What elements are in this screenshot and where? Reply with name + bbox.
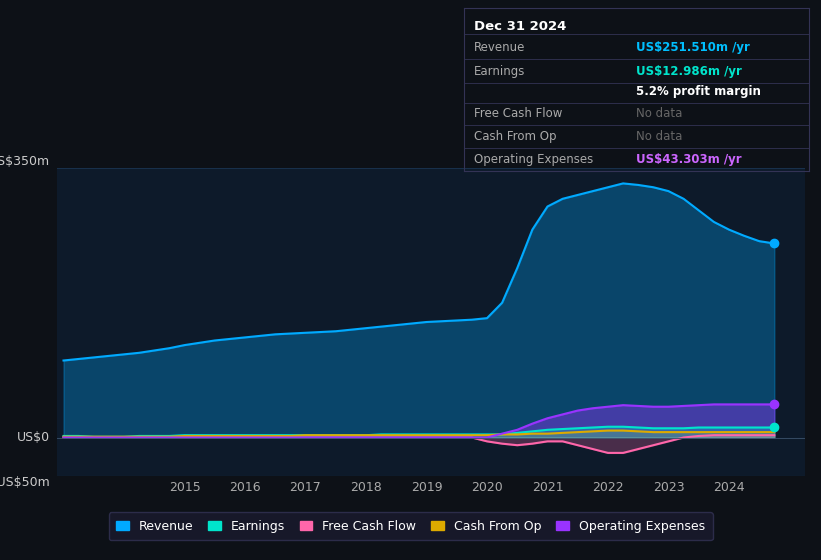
Legend: Revenue, Earnings, Free Cash Flow, Cash From Op, Operating Expenses: Revenue, Earnings, Free Cash Flow, Cash … [108, 512, 713, 540]
Text: US$0: US$0 [17, 431, 50, 444]
Text: Earnings: Earnings [475, 66, 525, 78]
Text: No data: No data [636, 130, 682, 143]
Text: US$43.303m /yr: US$43.303m /yr [636, 153, 742, 166]
Text: 5.2% profit margin: 5.2% profit margin [636, 85, 761, 98]
Text: Operating Expenses: Operating Expenses [475, 153, 594, 166]
Text: No data: No data [636, 108, 682, 120]
Text: US$350m: US$350m [0, 155, 50, 168]
Text: -US$50m: -US$50m [0, 476, 50, 489]
Text: Revenue: Revenue [475, 41, 525, 54]
Text: Cash From Op: Cash From Op [475, 130, 557, 143]
Text: Dec 31 2024: Dec 31 2024 [475, 20, 566, 33]
Text: Free Cash Flow: Free Cash Flow [475, 108, 562, 120]
Text: US$251.510m /yr: US$251.510m /yr [636, 41, 750, 54]
Text: US$12.986m /yr: US$12.986m /yr [636, 66, 742, 78]
